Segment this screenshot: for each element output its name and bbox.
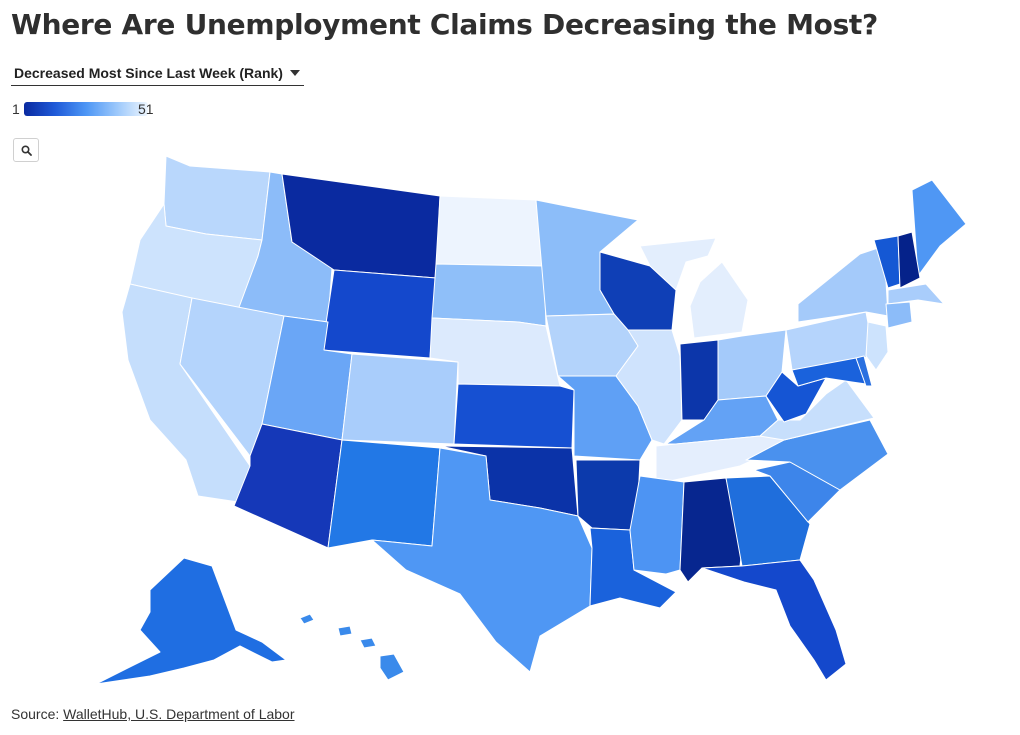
state-nm[interactable]	[327, 439, 441, 549]
state-tx[interactable]	[371, 447, 593, 673]
state-hi[interactable]	[299, 613, 405, 681]
source-credit: Source: WalletHub, U.S. Department of La…	[11, 706, 295, 722]
state-ct[interactable]	[885, 301, 913, 329]
state-mi[interactable]	[639, 237, 749, 339]
search-button[interactable]	[13, 138, 39, 162]
source-label: Source:	[11, 706, 60, 722]
source-link[interactable]: WalletHub, U.S. Department of Labor	[63, 706, 295, 722]
state-ga[interactable]	[725, 475, 811, 567]
state-ny[interactable]	[797, 245, 889, 323]
chevron-down-icon	[290, 70, 300, 76]
page-title: Where Are Unemployment Claims Decreasing…	[11, 8, 878, 41]
legend-min-label: 1	[12, 101, 20, 117]
dropdown-selected-label: Decreased Most Since Last Week (Rank)	[14, 65, 283, 81]
state-nh[interactable]	[897, 231, 921, 289]
state-ma[interactable]	[887, 283, 945, 305]
us-choropleth-map	[95, 155, 967, 685]
legend-gradient-bar	[24, 102, 148, 116]
state-me[interactable]	[911, 179, 967, 277]
state-nd[interactable]	[435, 195, 545, 267]
state-ms[interactable]	[629, 475, 685, 575]
state-il[interactable]	[615, 329, 683, 445]
magnifier-icon	[21, 145, 32, 156]
legend-max-label: 51	[138, 101, 154, 117]
state-de[interactable]	[855, 355, 873, 387]
state-co[interactable]	[341, 353, 459, 445]
state-wa[interactable]	[163, 155, 271, 241]
state-ak[interactable]	[95, 557, 287, 685]
state-sd[interactable]	[431, 263, 547, 327]
state-fl[interactable]	[701, 559, 847, 681]
state-nj[interactable]	[865, 321, 889, 371]
state-ks[interactable]	[453, 383, 575, 449]
metric-dropdown[interactable]: Decreased Most Since Last Week (Rank)	[11, 62, 304, 86]
state-sc[interactable]	[753, 461, 841, 523]
state-ar[interactable]	[575, 459, 641, 531]
state-wy[interactable]	[321, 269, 437, 359]
state-va[interactable]	[759, 379, 875, 441]
